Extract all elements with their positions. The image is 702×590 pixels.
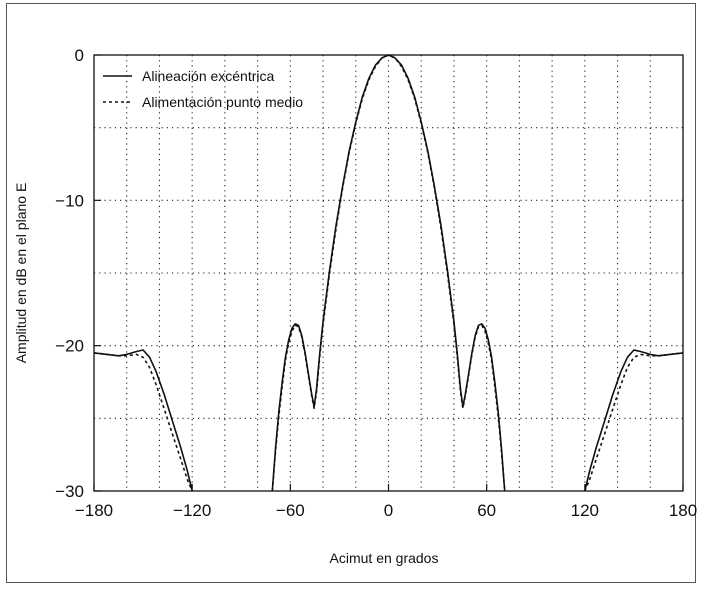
y-axis-title: Amplitud en dB en el plano E xyxy=(13,183,29,364)
x-axis-title: Acimut en grados xyxy=(330,550,439,566)
series-line-alimentacion-punto-medio xyxy=(584,352,684,492)
y-tick-label: 0 xyxy=(75,46,84,65)
series-line-alineacion-excentrica xyxy=(271,54,506,492)
x-tick-label: −180 xyxy=(75,501,113,520)
x-tick-label: 120 xyxy=(571,501,599,520)
y-tick-label: −10 xyxy=(55,191,84,210)
legend-label-punto-medio: Alimentación punto medio xyxy=(142,94,303,110)
series-layer xyxy=(93,54,684,492)
legend-label-excentrica: Alineación excéntrica xyxy=(142,68,275,84)
series-line-alimentacion-punto-medio xyxy=(271,54,506,492)
y-tick-label: −30 xyxy=(55,482,84,501)
x-tick-label: −120 xyxy=(173,501,211,520)
plot-area-border xyxy=(93,54,684,492)
legend: Alineación excéntrica Alimentación punto… xyxy=(103,68,303,110)
series-line-alimentacion-punto-medio xyxy=(93,352,193,492)
chart-frame xyxy=(6,3,696,583)
grid xyxy=(94,55,683,491)
series-line-alineacion-excentrica xyxy=(584,349,684,492)
x-tick-label: 60 xyxy=(477,501,496,520)
x-tick-label: 0 xyxy=(384,501,393,520)
x-tick-label: −60 xyxy=(276,501,305,520)
x-tick-label: 180 xyxy=(669,501,697,520)
y-tick-label: −20 xyxy=(55,337,84,356)
axis-ticks: −180 −120 −60 0 60 120 180 −30 −20 −10 0 xyxy=(55,46,697,520)
series-line-alineacion-excentrica xyxy=(93,349,193,492)
